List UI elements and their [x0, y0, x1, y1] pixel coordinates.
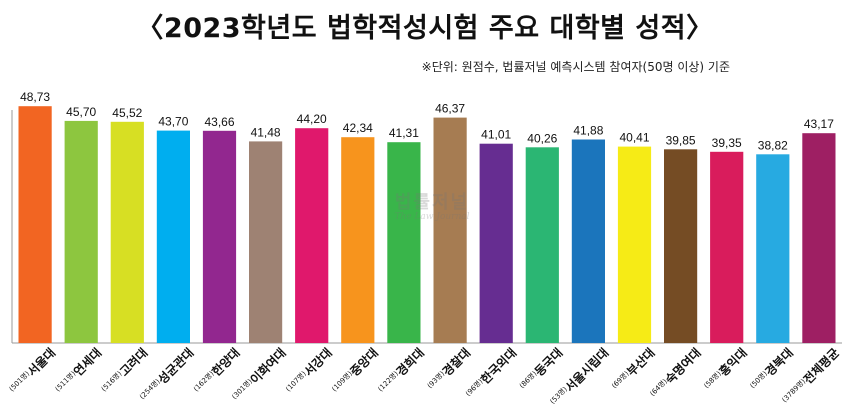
bar-2 — [64, 120, 98, 344]
category-label-group: (64명)숙명여대 — [647, 345, 704, 402]
category-name: 경북대 — [762, 345, 795, 378]
bar-7 — [295, 128, 329, 343]
bar-11 — [479, 143, 513, 343]
category-name: 성균관대 — [155, 345, 197, 387]
category-label: (64명)숙명여대 — [647, 345, 704, 402]
chart-subtitle: ※단위: 원점수, 법률저널 예측시스템 참여자(50명 이상) 기준 — [421, 60, 730, 74]
value-label: 40,41 — [619, 131, 649, 145]
bar-10 — [433, 117, 467, 343]
chart-bars — [18, 106, 836, 344]
category-label: (122명)경희대 — [375, 345, 427, 397]
category-label: (69명)부산대 — [609, 345, 658, 394]
category-name: 중앙대 — [347, 345, 380, 378]
value-label: 44,20 — [297, 112, 327, 126]
bar-4 — [156, 130, 190, 343]
value-label: 48,73 — [20, 90, 50, 104]
category-label-group: (50명)경북대 — [748, 345, 796, 393]
category-label-group: (122명)경희대 — [375, 345, 427, 397]
category-count: (3789명) — [780, 376, 808, 404]
bar-3 — [110, 121, 144, 343]
category-name: 연세대 — [70, 345, 104, 379]
category-label-group: (86명)동국대 — [517, 345, 565, 393]
category-label: (109명)중앙대 — [330, 345, 381, 396]
value-label: 43,70 — [158, 115, 188, 129]
value-label: 45,70 — [66, 105, 96, 119]
category-name: 전체평균 — [800, 345, 842, 387]
category-label: (162명)한양대 — [191, 345, 243, 397]
category-label-group: (109명)중앙대 — [330, 345, 381, 396]
value-label: 38,82 — [758, 138, 788, 152]
bar-18 — [802, 133, 836, 343]
category-name: 동국대 — [532, 345, 565, 378]
category-label: (50명)경북대 — [748, 345, 796, 393]
category-name: 부산대 — [623, 345, 657, 379]
bar-12 — [525, 147, 559, 343]
category-name: 서울시립대 — [562, 345, 612, 395]
category-name: 경희대 — [393, 345, 427, 379]
bar-14 — [617, 146, 652, 343]
category-label-group: (501명)서울대 — [6, 345, 58, 397]
category-label-group: (58명)홍익대 — [701, 345, 750, 394]
bar-9 — [387, 142, 421, 343]
category-label: (511명)연세대 — [52, 345, 104, 397]
bar-5 — [202, 130, 237, 343]
category-label-group: (93명)경찰대 — [424, 345, 473, 394]
bar-17 — [756, 154, 790, 343]
category-name: 이화여대 — [247, 345, 289, 387]
category-label-group: (162명)한양대 — [191, 345, 243, 397]
category-name: 서울대 — [24, 345, 58, 379]
value-label: 41,01 — [481, 128, 511, 142]
category-name: 경찰대 — [439, 345, 473, 379]
bar-16 — [710, 151, 744, 343]
category-label: (93명)경찰대 — [424, 345, 473, 394]
bar-13 — [571, 139, 605, 343]
value-label: 46,37 — [435, 102, 465, 116]
category-label: (86명)동국대 — [517, 345, 565, 393]
value-label: 42,34 — [343, 121, 373, 135]
category-name: 고려대 — [116, 345, 150, 379]
category-label-group: (516명)고려대 — [98, 345, 150, 397]
category-label: (107명)서강대 — [283, 345, 335, 397]
value-label: 45,52 — [112, 106, 142, 120]
chart-value-labels: 48,73 45,70 45,52 43,70 43,66 41,48 44,20 42,34… — [20, 90, 834, 152]
category-name: 숙명여대 — [662, 345, 704, 387]
value-label: 41,48 — [251, 125, 281, 139]
category-label-group: (96명)한국외대 — [463, 345, 520, 402]
category-label: (501명)서울대 — [6, 345, 58, 397]
value-label: 40,26 — [527, 131, 557, 145]
category-name: 홍익대 — [716, 345, 750, 379]
chart-category-labels: (501명)서울대(511명)연세대(516명)고려대(254명)성균관대(16… — [6, 345, 842, 406]
value-label: 39,85 — [666, 133, 696, 147]
category-label: (516명)고려대 — [98, 345, 150, 397]
value-label: 41,88 — [573, 124, 603, 138]
category-name: 한양대 — [208, 345, 242, 379]
category-label: (96명)한국외대 — [463, 345, 520, 402]
bar-8 — [341, 137, 375, 343]
category-label-group: (511명)연세대 — [52, 345, 104, 397]
value-label: 43,17 — [804, 117, 834, 131]
category-label-group: (69명)부산대 — [609, 345, 658, 394]
category-name: 한국외대 — [477, 345, 519, 387]
value-label: 43,66 — [204, 115, 234, 129]
value-label: 41,31 — [389, 126, 419, 140]
category-label-group: (107명)서강대 — [283, 345, 335, 397]
category-name: 서강대 — [301, 345, 335, 379]
bar-1 — [18, 106, 52, 343]
category-label: (58명)홍익대 — [701, 345, 750, 394]
value-label: 39,35 — [712, 136, 742, 150]
chart-axes — [11, 110, 842, 344]
bar-15 — [664, 149, 698, 343]
chart-title: 〈2023학년도 법학적성시험 주요 대학별 성적〉 — [136, 13, 714, 44]
bar-6 — [249, 141, 283, 343]
